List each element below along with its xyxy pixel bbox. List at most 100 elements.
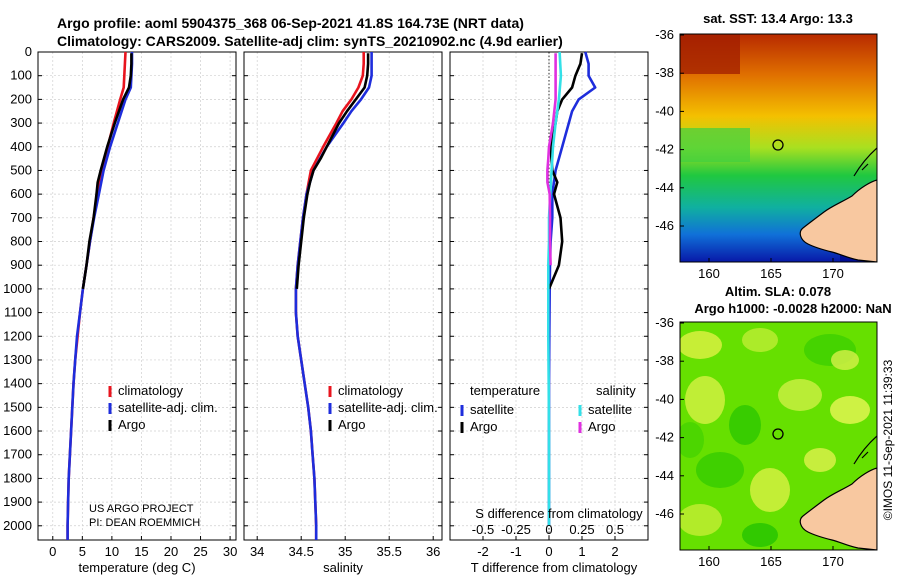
sst-land	[799, 179, 877, 262]
map-y-tick-label: -40	[655, 103, 674, 118]
y-tick-label: 1800	[3, 470, 32, 485]
sst-map-title: sat. SST: 13.4 Argo: 13.3	[703, 11, 853, 26]
sla-anomaly	[680, 422, 704, 458]
map-x-tick-label: 165	[760, 266, 782, 281]
map-x-tick-label: 165	[760, 554, 782, 569]
legend-label: satellite-adj. clim.	[118, 400, 218, 415]
y-tick-label: 1900	[3, 494, 32, 509]
plot-background	[244, 52, 442, 540]
map-y-tick-label: -36	[655, 315, 674, 330]
project-name: US ARGO PROJECT	[89, 503, 194, 515]
x-axis-label: salinity	[323, 560, 363, 575]
sla-map-title-2: Argo h1000: -0.0028 h2000: NaN	[694, 301, 891, 316]
y-tick-label: 600	[10, 186, 32, 201]
y-tick-label: 1300	[3, 352, 32, 367]
legend-label: climatology	[118, 383, 184, 398]
map-y-tick-label: -44	[655, 468, 674, 483]
sst-coastline	[853, 147, 877, 177]
x-tick-label: 0	[49, 544, 56, 559]
secondary-tick-label: -0.25	[501, 522, 531, 537]
y-tick-label: 500	[10, 162, 32, 177]
plot-background	[38, 52, 236, 540]
map-y-tick-label: -46	[655, 218, 674, 233]
x-tick-label: 35	[338, 544, 352, 559]
legend-label: satellite	[588, 402, 632, 417]
sst-green-patch	[680, 128, 750, 162]
series-line-temperature-argo	[547, 53, 584, 290]
x-tick-label: 10	[105, 544, 119, 559]
map-y-tick-label: -42	[655, 430, 674, 445]
series-line-salinity-argo	[546, 53, 557, 266]
sla-anomaly	[804, 448, 836, 472]
map-x-tick-label: 170	[822, 266, 844, 281]
x-tick-label: 34	[250, 544, 264, 559]
x-tick-label: 5	[79, 544, 86, 559]
plot-frame	[243, 51, 443, 541]
y-tick-label: 1400	[3, 376, 32, 391]
sst-map	[680, 34, 877, 262]
sla-anomaly	[831, 350, 859, 370]
y-tick-label: 1100	[4, 305, 32, 320]
x-tick-label: 1	[578, 544, 585, 559]
map-y-tick-label: -46	[655, 506, 674, 521]
secondary-axis-label: S difference from climatology	[475, 506, 643, 521]
x-tick-label: -2	[477, 544, 489, 559]
difference-panel: -2 -1 0 1 2T difference from climatology temp…	[449, 51, 649, 575]
sla-anomaly	[680, 504, 722, 536]
x-axis-label: temperature (deg C)	[78, 560, 195, 575]
figure-title-line1: Argo profile: aoml 5904375_368 06-Sep-20…	[57, 15, 524, 31]
sla-anomaly	[685, 376, 725, 424]
y-tick-label: 2000	[3, 518, 32, 533]
legend-group-title: salinity	[596, 383, 636, 398]
y-tick-label: 100	[10, 68, 32, 83]
x-tick-label: 36	[426, 544, 440, 559]
x-tick-label: 15	[134, 544, 148, 559]
y-tick-label: 800	[10, 234, 32, 249]
map-x-tick-label: 160	[698, 266, 720, 281]
y-tick-label: 1700	[3, 447, 32, 462]
x-tick-label: 30	[223, 544, 237, 559]
sla-map-title-1: Altim. SLA: 0.078	[725, 284, 831, 299]
y-tick-label: 300	[10, 115, 32, 130]
legend-group-title: temperature	[470, 383, 540, 398]
sst-map-frame	[679, 33, 878, 263]
map-y-tick-label: -36	[655, 27, 674, 42]
y-tick-label: 200	[10, 91, 32, 106]
y-tick-label: 1200	[3, 328, 32, 343]
salinity-panel: 34 34.5 35 35.5 36 salinity climatology satelli…	[243, 51, 443, 575]
secondary-tick-label: 0	[545, 522, 552, 537]
legend-label: Argo	[588, 419, 615, 434]
legend-label: Argo	[470, 419, 497, 434]
x-tick-label: 20	[164, 544, 178, 559]
x-tick-label: 0	[545, 544, 552, 559]
sla-anomaly-blobs	[680, 328, 870, 547]
x-tick-label: 25	[193, 544, 207, 559]
sst-warm-patch	[680, 34, 740, 74]
series-line-argo	[81, 53, 133, 290]
sla-anomaly	[729, 405, 761, 445]
legend-label: Argo	[338, 417, 365, 432]
sla-anomaly	[830, 396, 870, 424]
map-y-tick-label: -42	[655, 142, 674, 157]
sla-land	[799, 467, 877, 550]
sla-anomaly	[742, 523, 778, 547]
y-tick-label: 700	[10, 210, 32, 225]
sla-anomaly	[696, 452, 744, 488]
figure-title-line2: Climatology: CARS2009. Satellite-adj cli…	[57, 33, 563, 49]
sla-map-frame	[679, 321, 878, 551]
y-tick-label: 400	[10, 139, 32, 154]
legend-label: Argo	[118, 417, 145, 432]
imos-credit: ©IMOS 11-Sep-2021 11:39:33	[881, 359, 895, 520]
sla-coastline	[853, 435, 877, 465]
map-x-tick-label: 160	[698, 554, 720, 569]
y-tick-label: 0	[25, 44, 32, 59]
x-tick-label: 2	[611, 544, 618, 559]
sst-float-marker	[772, 139, 784, 151]
sst-map-axes: 160 165 170 -36 -38 -40 -42 -44 -46	[655, 27, 844, 281]
secondary-tick-label: 0.25	[569, 522, 594, 537]
series-line-argo	[295, 53, 370, 289]
x-tick-label: 34.5	[289, 544, 314, 559]
map-y-tick-label: -44	[655, 180, 674, 195]
sla-anomaly	[778, 379, 822, 411]
